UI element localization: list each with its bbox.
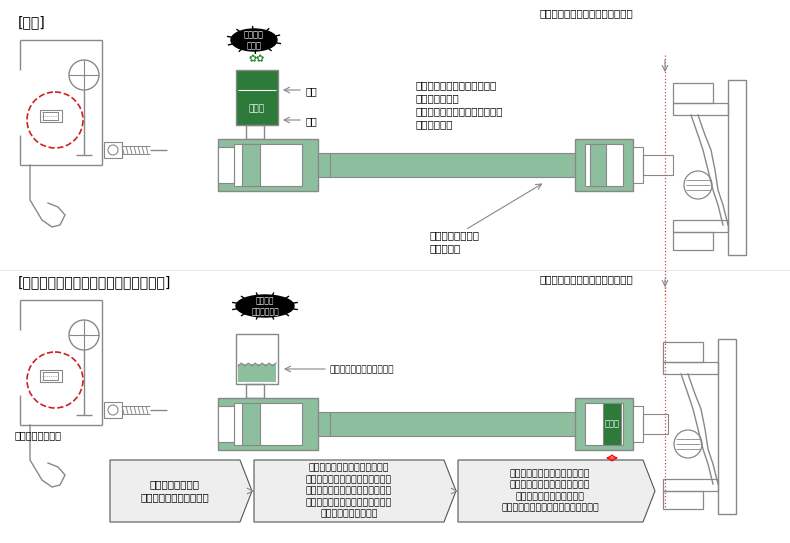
Bar: [673, 220, 728, 232]
Bar: [633, 147, 643, 183]
Bar: [246, 384, 264, 398]
Bar: [673, 232, 713, 250]
Bar: [236, 334, 278, 384]
Polygon shape: [458, 460, 655, 522]
Bar: [663, 362, 718, 374]
Text: 冷間時、温間時も同じ位置: 冷間時、温間時も同じ位置: [330, 365, 394, 374]
Text: オペレーティング
シリンダー: オペレーティング シリンダー: [430, 230, 480, 253]
Bar: [575, 398, 633, 450]
Bar: [673, 103, 728, 115]
Bar: [663, 479, 718, 491]
Text: ✿✿: ✿✿: [249, 54, 265, 64]
Bar: [330, 153, 575, 177]
Ellipse shape: [231, 29, 277, 51]
Bar: [40, 110, 62, 122]
Bar: [242, 403, 260, 445]
Bar: [673, 83, 713, 103]
Text: 温間: 温間: [306, 86, 318, 96]
Bar: [643, 155, 673, 175]
Bar: [718, 339, 736, 514]
Text: その増加したフルードで、オペ
レーティングシリンダーピストン
が押され、クラッチのダイヤフラ
ムスプリングが押されてしまう。
（軽いギクラの状態）: その増加したフルードで、オペ レーティングシリンダーピストン が押され、クラッチ…: [306, 464, 392, 519]
Text: クラッチダイヤフラムスプリング: クラッチダイヤフラムスプリング: [540, 274, 634, 284]
Bar: [234, 144, 302, 186]
Bar: [218, 398, 318, 450]
Bar: [318, 153, 330, 177]
Bar: [603, 403, 621, 445]
Bar: [585, 144, 623, 186]
Text: リザーバタンクに
フルードが逃げられない: リザーバタンクに フルードが逃げられない: [141, 479, 209, 503]
Text: ちゃんと
増えないな～: ちゃんと 増えないな～: [251, 296, 279, 316]
Bar: [40, 370, 62, 382]
Text: クラッチフルードが温まると
体積が増える。
その増加分はリザーバタンクに
逃げていく。: クラッチフルードが温まると 体積が増える。 その増加分はリザーバタンクに 逃げて…: [415, 80, 502, 130]
Bar: [663, 491, 703, 509]
Polygon shape: [110, 460, 252, 522]
Text: 増加分: 増加分: [249, 104, 265, 113]
Bar: [218, 406, 234, 442]
Bar: [43, 112, 58, 120]
Text: [ストッパーボルトが長くなっていた時]: [ストッパーボルトが長くなっていた時]: [18, 275, 171, 289]
Bar: [242, 144, 260, 186]
Bar: [585, 403, 623, 445]
Text: [正常]: [正常]: [18, 15, 46, 29]
Bar: [218, 147, 234, 183]
Bar: [218, 139, 318, 191]
Text: クラッチダイヤフラムスプリング: クラッチダイヤフラムスプリング: [540, 8, 634, 18]
Bar: [236, 70, 278, 125]
Ellipse shape: [236, 295, 294, 317]
Polygon shape: [254, 460, 456, 522]
Bar: [643, 414, 668, 434]
Text: 増加分: 増加分: [604, 420, 619, 428]
Text: ちゃんと
増えた: ちゃんと 増えた: [244, 30, 264, 50]
Bar: [728, 80, 746, 255]
Bar: [633, 406, 643, 442]
Bar: [234, 403, 302, 445]
Bar: [104, 142, 122, 158]
Bar: [575, 139, 633, 191]
Bar: [104, 402, 122, 418]
Text: ストッパーボルト: ストッパーボルト: [15, 430, 62, 440]
Bar: [318, 412, 330, 436]
Text: クラッチペダルを踏むと、始め
からダイヤフラムスプリング負
荷があるため、重くなる。
（ひどくなると、クラッチが滑る。）: クラッチペダルを踏むと、始め からダイヤフラムスプリング負 荷があるため、重くな…: [501, 469, 599, 513]
Bar: [238, 364, 276, 382]
Bar: [43, 372, 58, 380]
Bar: [663, 342, 703, 362]
Bar: [330, 412, 575, 436]
Bar: [246, 125, 264, 139]
Bar: [590, 144, 606, 186]
Text: 冷間: 冷間: [306, 116, 318, 126]
